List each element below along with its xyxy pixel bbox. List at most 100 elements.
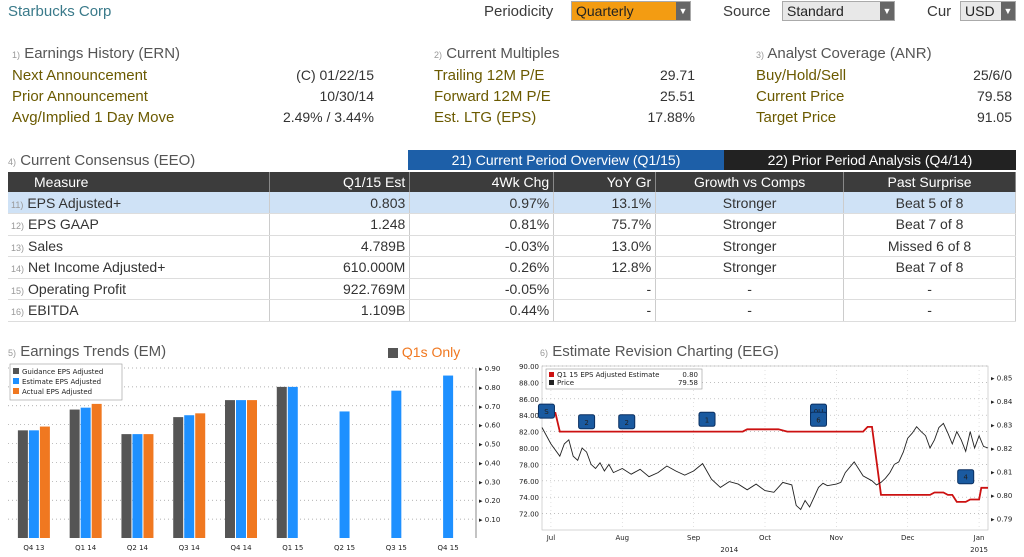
table-row[interactable]: 15) Operating Profit 922.769M -0.05% - - - (8, 278, 1016, 300)
estimate-revision-chart: 90.00 88.00 86.00 84.00 82.00 80.00 78.00 76.00… (519, 363, 1013, 554)
consensus-table: Measure Q1/15 Est 4Wk Chg YoY Gr Growth … (8, 172, 1016, 322)
current-multiples-header[interactable]: 2) Current Multiples (434, 45, 560, 62)
measure-label: EBITDA (28, 302, 79, 319)
comps-cell: - (655, 278, 845, 300)
col-yoy-gr[interactable]: YoY Gr (553, 172, 657, 192)
table-row[interactable]: 13) Sales 4.789B -0.03% 13.0% Stronger Missed … (8, 235, 1016, 257)
estimate-cell: 1.109B (269, 299, 411, 322)
table-header-row: Measure Q1/15 Est 4Wk Chg YoY Gr Growth … (8, 172, 1016, 192)
day-move-label: Avg/Implied 1 Day Move (12, 109, 175, 126)
table-row[interactable]: 11) EPS Adjusted+ 0.803 0.97% 13.1% Stronger B… (8, 192, 1016, 214)
y-tick-label: ▸ 0.30 (479, 478, 500, 486)
bar (132, 434, 143, 538)
chg-cell: 0.44% (409, 299, 555, 322)
current-price-value: 79.58 (976, 88, 1012, 104)
legend: Q1 15 EPS Adjusted Estimate 0.80 Price 79.5… (545, 368, 703, 390)
tab-prior-period[interactable]: 22) Prior Period Analysis (Q4/14) (724, 150, 1016, 170)
y-tick-label: 74.00 (519, 494, 539, 502)
measure-label: EPS Adjusted+ (27, 194, 122, 211)
bar (173, 417, 184, 538)
legend-box (9, 363, 123, 401)
earnings-history-header[interactable]: 1) Earnings History (ERN) (12, 45, 181, 62)
col-growth-vs-comps[interactable]: Growth vs Comps (655, 172, 845, 192)
table-row[interactable]: 12) EPS GAAP 1.248 0.81% 75.7% Stronger Beat 7… (8, 213, 1016, 236)
legend-swatch (13, 388, 19, 394)
consensus-header[interactable]: 4) Current Consensus (EEO) (8, 152, 196, 169)
tab-current-period[interactable]: 21) Current Period Overview (Q1/15) (408, 150, 724, 170)
measure-cell: 14) Net Income Adjusted+ (8, 256, 271, 279)
col-past-surprise[interactable]: Past Surprise (843, 172, 1016, 192)
next-announcement-value: (C) 01/22/15 (296, 67, 374, 83)
periodicity-dropdown[interactable]: Quarterly ▼ (571, 1, 691, 21)
q1s-only-toggle[interactable]: Q1s Only (388, 344, 460, 360)
bar (143, 434, 154, 538)
legend: Guidance EPS Adjusted Estimate EPS Adjust… (9, 363, 123, 401)
source-label: Source (723, 3, 771, 20)
estimate-cell: 0.803 (269, 192, 411, 214)
bar (69, 409, 80, 538)
bar (28, 430, 39, 538)
estimate-cell: 1.248 (269, 213, 411, 236)
x-tick-label: Q4 14 (230, 544, 252, 552)
measure-label: Net Income Adjusted+ (28, 259, 166, 276)
x-year-label: 2014 (720, 546, 738, 554)
col-measure[interactable]: Measure (8, 172, 271, 192)
legend-swatch (13, 378, 19, 384)
legend-label: Estimate EPS Adjusted (22, 378, 101, 386)
legend-swatch (13, 368, 19, 374)
x-tick-label: Q1 14 (75, 544, 97, 552)
analyst-coverage-header[interactable]: 3) Analyst Coverage (ANR) (756, 45, 932, 62)
surprise-cell: - (843, 299, 1016, 322)
y-tick-label: ▸ 0.20 (479, 497, 500, 505)
event-marker-label: 1 (705, 416, 709, 424)
row-number: 15) (11, 285, 25, 296)
legend-box (545, 368, 703, 390)
y2-tick-label: ▸ 0.82 (991, 445, 1012, 453)
y2-tick-label: ▸ 0.85 (991, 375, 1012, 383)
y-tick-label: 78.00 (519, 461, 539, 469)
measure-label: Operating Profit (28, 280, 127, 297)
event-marker-label: 4 (963, 474, 968, 482)
x-tick-label: Oct (759, 534, 771, 542)
prior-announcement-label: Prior Announcement (12, 88, 148, 105)
bar (39, 426, 50, 538)
estimate-revision-header[interactable]: 6) Estimate Revision Charting (EEG) (540, 343, 779, 360)
price-line (541, 422, 989, 511)
col-estimate[interactable]: Q1/15 Est (269, 172, 411, 192)
security-title: Starbucks Corp (8, 3, 112, 20)
bar (287, 386, 298, 538)
currency-dropdown[interactable]: USD ▼ (960, 1, 1016, 21)
x-tick-label: Q2 15 (334, 544, 355, 552)
measure-cell: 13) Sales (8, 235, 271, 257)
y2-tick-label: ▸ 0.84 (991, 398, 1013, 406)
x-tick-label: Q3 15 (386, 544, 407, 552)
surprise-cell: Beat 5 of 8 (843, 192, 1016, 214)
col-4wk-chg[interactable]: 4Wk Chg (409, 172, 555, 192)
chg-cell: -0.05% (409, 278, 555, 300)
x-tick-label: Q3 14 (179, 544, 201, 552)
bar (225, 400, 235, 538)
buy-hold-sell-label: Buy/Hold/Sell (756, 67, 847, 84)
row-number: 12) (11, 221, 25, 232)
measure-label: Sales (28, 237, 64, 254)
legend-value: 79.58 (678, 379, 698, 387)
x-tick-label: Nov (830, 534, 844, 542)
x-tick-label: Jan (973, 534, 985, 542)
earnings-trends-header[interactable]: 5) Earnings Trends (EM) (8, 343, 167, 360)
y2-tick-label: ▸ 0.81 (991, 468, 1012, 476)
y-tick-label: 72.00 (519, 511, 539, 519)
chevron-down-icon: ▼ (676, 2, 690, 20)
prior-announcement-value: 10/30/14 (319, 88, 375, 104)
bar (17, 430, 28, 538)
table-row[interactable]: 14) Net Income Adjusted+ 610.000M 0.26% 12.8… (8, 256, 1016, 279)
source-dropdown[interactable]: Standard ▼ (782, 1, 895, 21)
table-row[interactable]: 16) EBITDA 1.109B 0.44% - - - (8, 299, 1016, 322)
y-tick-label: ▸ 0.50 (479, 441, 500, 449)
y-tick-label: ▸ 0.60 (479, 422, 500, 430)
checkbox-icon (388, 348, 398, 358)
bar (195, 413, 206, 538)
bar (184, 415, 195, 538)
event-marker (618, 414, 636, 430)
estimate-cell: 4.789B (269, 235, 411, 257)
legend-label: Actual EPS Adjusted (22, 388, 92, 396)
